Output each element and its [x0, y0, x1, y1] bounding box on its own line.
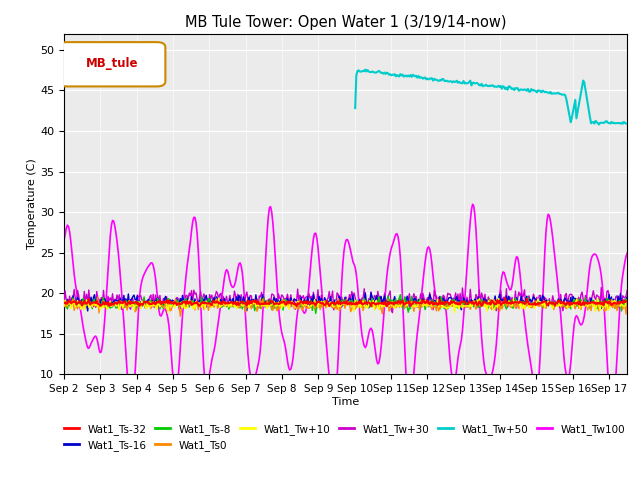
Wat1_Ts-16: [60, 301, 68, 307]
Wat1_Ts-32: [60, 300, 68, 306]
Line: Wat1_Tw+30: Wat1_Tw+30: [64, 288, 627, 312]
Wat1_Ts-16: [524, 296, 532, 301]
Wat1_Ts-16: [84, 308, 92, 314]
Wat1_Tw+30: [597, 285, 605, 290]
Wat1_Tw+50: [522, 87, 529, 93]
Wat1_Tw+10: [164, 310, 172, 316]
Wat1_Ts-32: [502, 295, 509, 301]
Wat1_Tw+10: [333, 300, 341, 306]
Wat1_Tw100: [331, 401, 339, 407]
Wat1_Ts-32: [524, 299, 532, 305]
Wat1_Ts0: [623, 297, 631, 303]
Wat1_Ts-8: [623, 296, 631, 302]
Wat1_Tw+50: [610, 120, 618, 126]
Wat1_Ts-32: [292, 303, 300, 309]
Line: Wat1_Ts-32: Wat1_Ts-32: [64, 298, 627, 306]
Line: Wat1_Tw100: Wat1_Tw100: [64, 204, 627, 409]
Wat1_Tw+10: [623, 300, 631, 305]
Wat1_Tw+30: [523, 300, 531, 305]
Wat1_Ts-8: [312, 311, 319, 316]
Wat1_Ts-32: [397, 300, 404, 306]
Wat1_Tw100: [328, 396, 335, 402]
Wat1_Ts-16: [329, 300, 337, 305]
Wat1_Tw100: [623, 250, 631, 256]
Wat1_Tw+30: [328, 294, 335, 300]
Wat1_Ts-16: [366, 300, 374, 306]
Wat1_Tw100: [612, 372, 620, 378]
Wat1_Ts-8: [612, 301, 620, 307]
Wat1_Ts-32: [623, 299, 631, 304]
Wat1_Tw100: [60, 237, 68, 243]
Wat1_Ts-16: [367, 290, 375, 296]
Wat1_Ts-8: [397, 298, 405, 304]
Line: Wat1_Tw+10: Wat1_Tw+10: [64, 298, 627, 313]
Wat1_Ts0: [397, 304, 405, 310]
Wat1_Ts-32: [612, 300, 620, 306]
Wat1_Tw+10: [612, 300, 620, 306]
Wat1_Tw+10: [524, 299, 532, 304]
Wat1_Ts-8: [332, 301, 340, 307]
Wat1_Tw+30: [365, 296, 372, 302]
Wat1_Ts0: [612, 298, 620, 304]
Wat1_Tw+30: [623, 287, 631, 293]
Wat1_Tw100: [524, 343, 532, 348]
Wat1_Tw+30: [388, 310, 396, 315]
Title: MB Tule Tower: Open Water 1 (3/19/14-now): MB Tule Tower: Open Water 1 (3/19/14-now…: [185, 15, 506, 30]
Wat1_Ts-16: [623, 294, 631, 300]
Wat1_Tw+30: [331, 300, 339, 305]
Wat1_Ts-8: [524, 294, 532, 300]
Wat1_Tw+10: [330, 304, 337, 310]
FancyBboxPatch shape: [58, 42, 165, 86]
Legend: Wat1_Ts-32, Wat1_Ts-16, Wat1_Ts-8, Wat1_Ts0, Wat1_Tw+10, Wat1_Tw+30, Wat1_Tw+50,: Wat1_Ts-32, Wat1_Ts-16, Wat1_Ts-8, Wat1_…: [63, 424, 625, 451]
Wat1_Ts-16: [332, 301, 340, 307]
Wat1_Ts0: [60, 303, 68, 309]
Wat1_Tw+50: [365, 69, 372, 74]
Wat1_Ts0: [330, 304, 337, 310]
Wat1_Ts0: [94, 294, 102, 300]
Text: MB_tule: MB_tule: [86, 57, 138, 70]
Wat1_Tw+10: [367, 302, 375, 308]
Wat1_Tw+30: [612, 294, 620, 300]
Wat1_Tw100: [468, 202, 476, 207]
Wat1_Tw+10: [397, 302, 405, 308]
Wat1_Ts0: [367, 303, 375, 309]
Line: Wat1_Tw+50: Wat1_Tw+50: [355, 70, 627, 124]
Wat1_Ts-32: [366, 300, 374, 306]
Wat1_Tw100: [406, 407, 413, 412]
Wat1_Tw+10: [215, 295, 223, 301]
Wat1_Tw+50: [396, 73, 403, 79]
Wat1_Ts-16: [612, 299, 620, 304]
X-axis label: Time: Time: [332, 397, 359, 407]
Wat1_Ts-32: [329, 300, 337, 306]
Wat1_Tw100: [396, 241, 403, 247]
Wat1_Ts-8: [329, 302, 337, 308]
Wat1_Tw+30: [397, 297, 404, 302]
Wat1_Ts-32: [332, 300, 340, 306]
Wat1_Ts-8: [366, 304, 374, 310]
Wat1_Ts-8: [60, 304, 68, 310]
Line: Wat1_Ts-8: Wat1_Ts-8: [64, 295, 627, 313]
Wat1_Tw+10: [60, 303, 68, 309]
Line: Wat1_Ts-16: Wat1_Ts-16: [64, 293, 627, 311]
Wat1_Tw100: [365, 331, 372, 336]
Wat1_Tw+50: [623, 120, 631, 126]
Wat1_Tw+30: [60, 301, 68, 307]
Line: Wat1_Ts0: Wat1_Ts0: [64, 297, 627, 316]
Wat1_Ts0: [333, 307, 341, 312]
Wat1_Ts0: [177, 313, 184, 319]
Wat1_Ts0: [524, 301, 532, 307]
Wat1_Ts-16: [397, 297, 405, 302]
Y-axis label: Temperature (C): Temperature (C): [28, 158, 37, 250]
Wat1_Ts-8: [397, 292, 404, 298]
